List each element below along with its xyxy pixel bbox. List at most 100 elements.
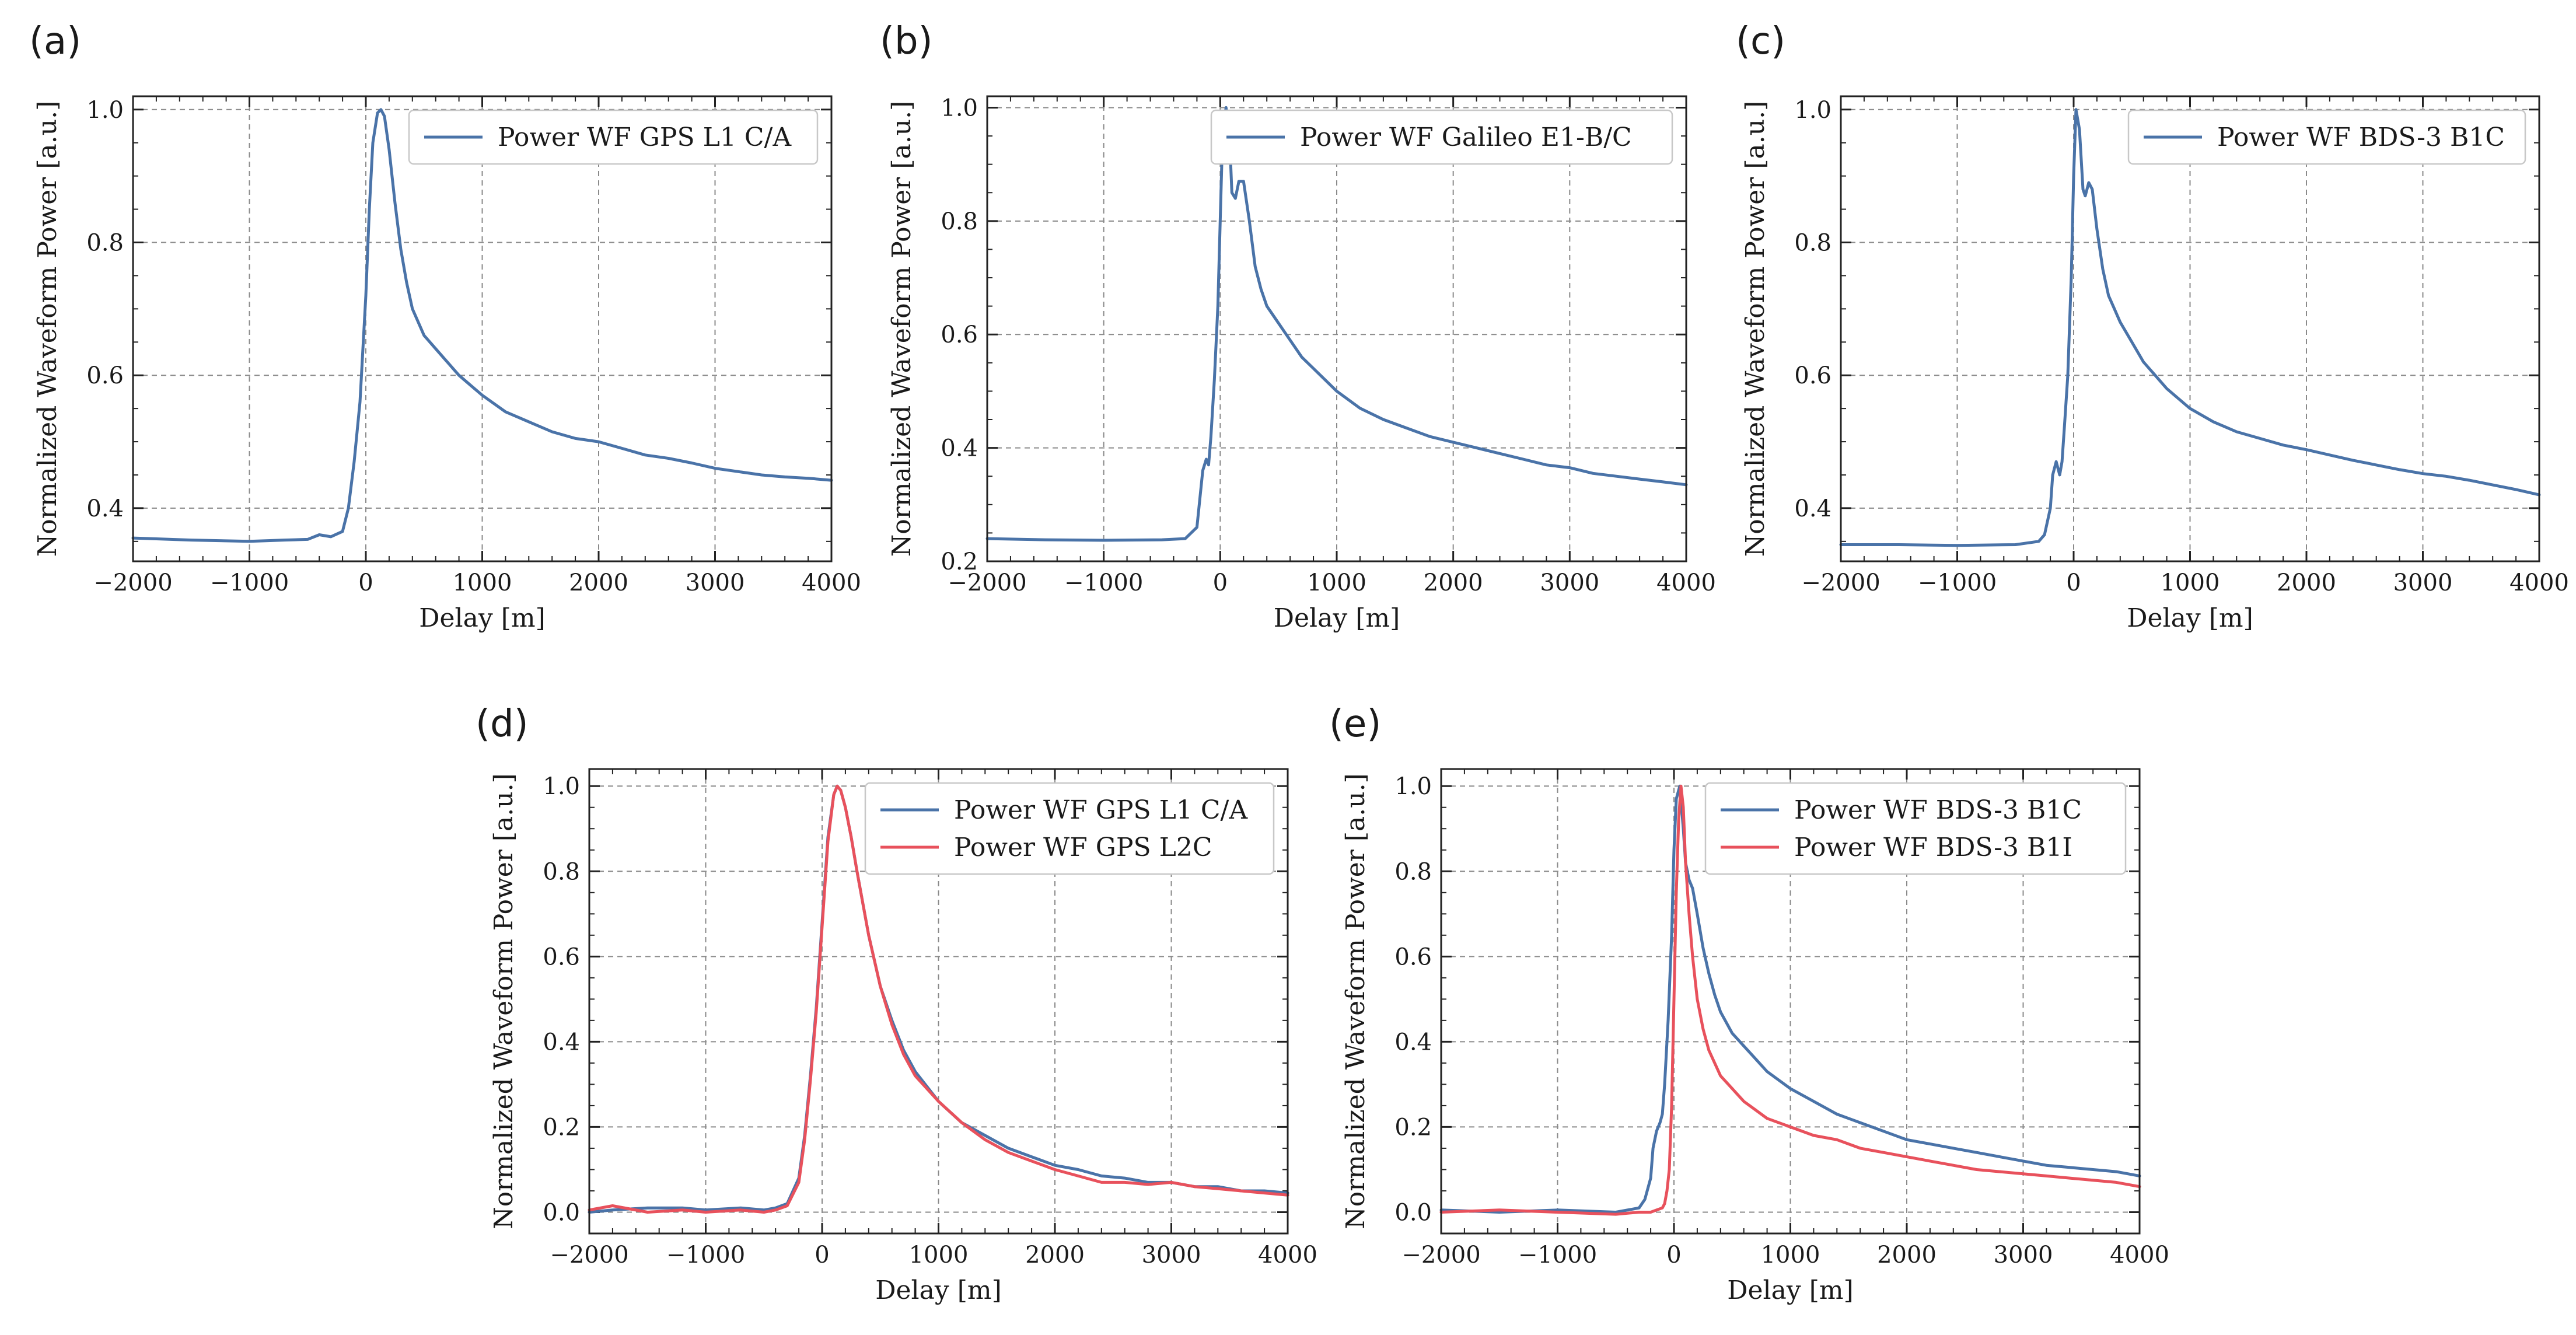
y-tick-label: 1.0 [1794, 97, 1831, 124]
x-axis-title: Delay [m] [2127, 603, 2253, 633]
panel-label-d: (d) [476, 703, 529, 746]
x-tick-label: 4000 [1656, 569, 1716, 596]
x-tick-label: 1000 [453, 569, 512, 596]
x-tick-label: 4000 [2509, 569, 2569, 596]
y-tick-label: 0.4 [941, 435, 978, 462]
x-tick-label: 2000 [1025, 1242, 1085, 1268]
legend-box [1704, 782, 2127, 875]
series-line-primary [131, 108, 833, 543]
series-line-secondary [588, 784, 1289, 1214]
legend-label: Power WF GPS L2C [954, 833, 1212, 862]
panel-b: −2000 −1000 0 1000 2000 3000 4000 0.2 0.4 0.6 0.8 1… [887, 95, 1716, 633]
panel-c: −2000 −1000 0 1000 2000 3000 4000 0.4 0.6 0.8 1.0 P… [1740, 95, 2569, 633]
series-line-primary [1839, 108, 2541, 547]
x-tick-label: 0 [815, 1242, 829, 1268]
legend-label: Power WF BDS-3 B1C [2217, 123, 2505, 152]
x-tick-label: 3000 [2393, 569, 2453, 596]
x-tick-label: 2000 [2277, 569, 2336, 596]
x-tick-label: 0 [1666, 1242, 1681, 1268]
legend-label: Power WF GPS L1 C/A [954, 795, 1248, 825]
panel-a: −2000 −1000 0 1000 2000 3000 4000 0.4 0.6 0.8 1.0 P… [33, 95, 861, 633]
y-tick-label: 0.6 [86, 362, 124, 389]
legend-box [408, 109, 819, 165]
panel-label-a: (a) [29, 20, 81, 63]
x-tick-label: 0 [2066, 569, 2081, 596]
plot-frame [588, 768, 1289, 1235]
y-axis-title: Normalized Waveform Power [a.u.] [1341, 773, 1371, 1229]
y-tick-label: 0.8 [86, 229, 124, 256]
x-tick-label: −2000 [550, 1242, 628, 1268]
y-tick-label: 0.4 [86, 495, 124, 522]
y-tick-label: 0.6 [543, 943, 580, 970]
x-axis-title: Delay [m] [1727, 1275, 1854, 1305]
series-line-secondary [1439, 784, 2141, 1216]
x-tick-label: 4000 [2110, 1242, 2169, 1268]
panel-d: −2000 −1000 0 1000 2000 3000 4000 0.0 0.2 0.4 0.6 0… [489, 768, 1317, 1305]
x-tick-label: −2000 [948, 569, 1026, 596]
y-tick-label: 0.0 [1394, 1199, 1432, 1226]
x-tick-label: −2000 [93, 569, 172, 596]
legend-box [864, 782, 1275, 875]
y-tick-label: 0.8 [1394, 858, 1432, 885]
y-tick-label: 0.2 [543, 1114, 580, 1141]
y-tick-label: 0.2 [941, 548, 978, 575]
x-tick-label: 0 [358, 569, 373, 596]
plot-frame [986, 95, 1687, 562]
y-axis-title: Normalized Waveform Power [a.u.] [887, 101, 917, 557]
x-tick-label: 0 [1213, 569, 1228, 596]
y-tick-label: 0.4 [1794, 495, 1831, 522]
y-tick-label: 0.6 [1794, 362, 1831, 389]
plot-frame [1440, 768, 2141, 1235]
y-tick-label: 0.4 [543, 1029, 580, 1056]
x-tick-label: 3000 [1994, 1242, 2053, 1268]
legend: Power WF GPS L1 C/A [408, 109, 819, 165]
x-tick-label: 1000 [1307, 569, 1366, 596]
panel-label-b: (b) [880, 20, 933, 63]
x-tick-label: 1000 [909, 1242, 969, 1268]
legend-label: Power WF BDS-3 B1C [1794, 795, 2082, 825]
x-axis-title: Delay [m] [1274, 603, 1400, 633]
y-axis-title: Normalized Waveform Power [a.u.] [489, 773, 519, 1229]
x-tick-label: 1000 [2161, 569, 2220, 596]
y-tick-label: 1.0 [1394, 773, 1432, 800]
y-axis-title: Normalized Waveform Power [a.u.] [33, 101, 62, 557]
y-tick-label: 0.2 [1394, 1114, 1432, 1141]
panel-e: −2000 −1000 0 1000 2000 3000 4000 0.0 0.2 0.4 0.6 0… [1341, 768, 2169, 1305]
series-line-primary [985, 106, 1688, 542]
x-tick-label: 2000 [569, 569, 628, 596]
x-tick-label: 4000 [802, 569, 861, 596]
series-line-primary [1439, 784, 2141, 1214]
x-tick-label: 3000 [686, 569, 745, 596]
y-tick-label: 1.0 [941, 95, 978, 121]
y-tick-label: 0.8 [1794, 229, 1831, 256]
panel-label-e: (e) [1329, 703, 1381, 746]
x-tick-label: −1000 [210, 569, 289, 596]
x-tick-label: −2000 [1801, 569, 1880, 596]
panel-label-c: (c) [1736, 20, 1785, 63]
legend: Power WF BDS-3 B1C [2127, 109, 2526, 165]
y-tick-label: 1.0 [86, 97, 124, 124]
x-tick-label: −1000 [1518, 1242, 1597, 1268]
x-axis-title: Delay [m] [419, 603, 546, 633]
x-tick-label: 3000 [1142, 1242, 1201, 1268]
x-tick-label: 4000 [1258, 1242, 1317, 1268]
y-tick-label: 0.6 [941, 321, 978, 348]
x-tick-label: 3000 [1540, 569, 1599, 596]
legend-label: Power WF Galileo E1-B/C [1300, 123, 1632, 152]
x-tick-label: −1000 [1918, 569, 1997, 596]
y-tick-label: 0.0 [543, 1199, 580, 1226]
legend-box [1210, 109, 1673, 165]
x-tick-label: −1000 [666, 1242, 745, 1268]
y-tick-label: 0.4 [1394, 1029, 1432, 1056]
legend: Power WF Galileo E1-B/C [1210, 109, 1673, 165]
legend-box [2127, 109, 2526, 165]
legend-label: Power WF BDS-3 B1I [1794, 833, 2072, 862]
x-tick-label: −2000 [1401, 1242, 1480, 1268]
legend: Power WF GPS L1 C/A Power WF GPS L2C [864, 782, 1275, 875]
y-tick-label: 0.8 [543, 858, 580, 885]
x-tick-label: 1000 [1761, 1242, 1820, 1268]
x-tick-label: 2000 [1424, 569, 1483, 596]
x-tick-label: 2000 [1877, 1242, 1937, 1268]
plot-frame [132, 95, 833, 562]
